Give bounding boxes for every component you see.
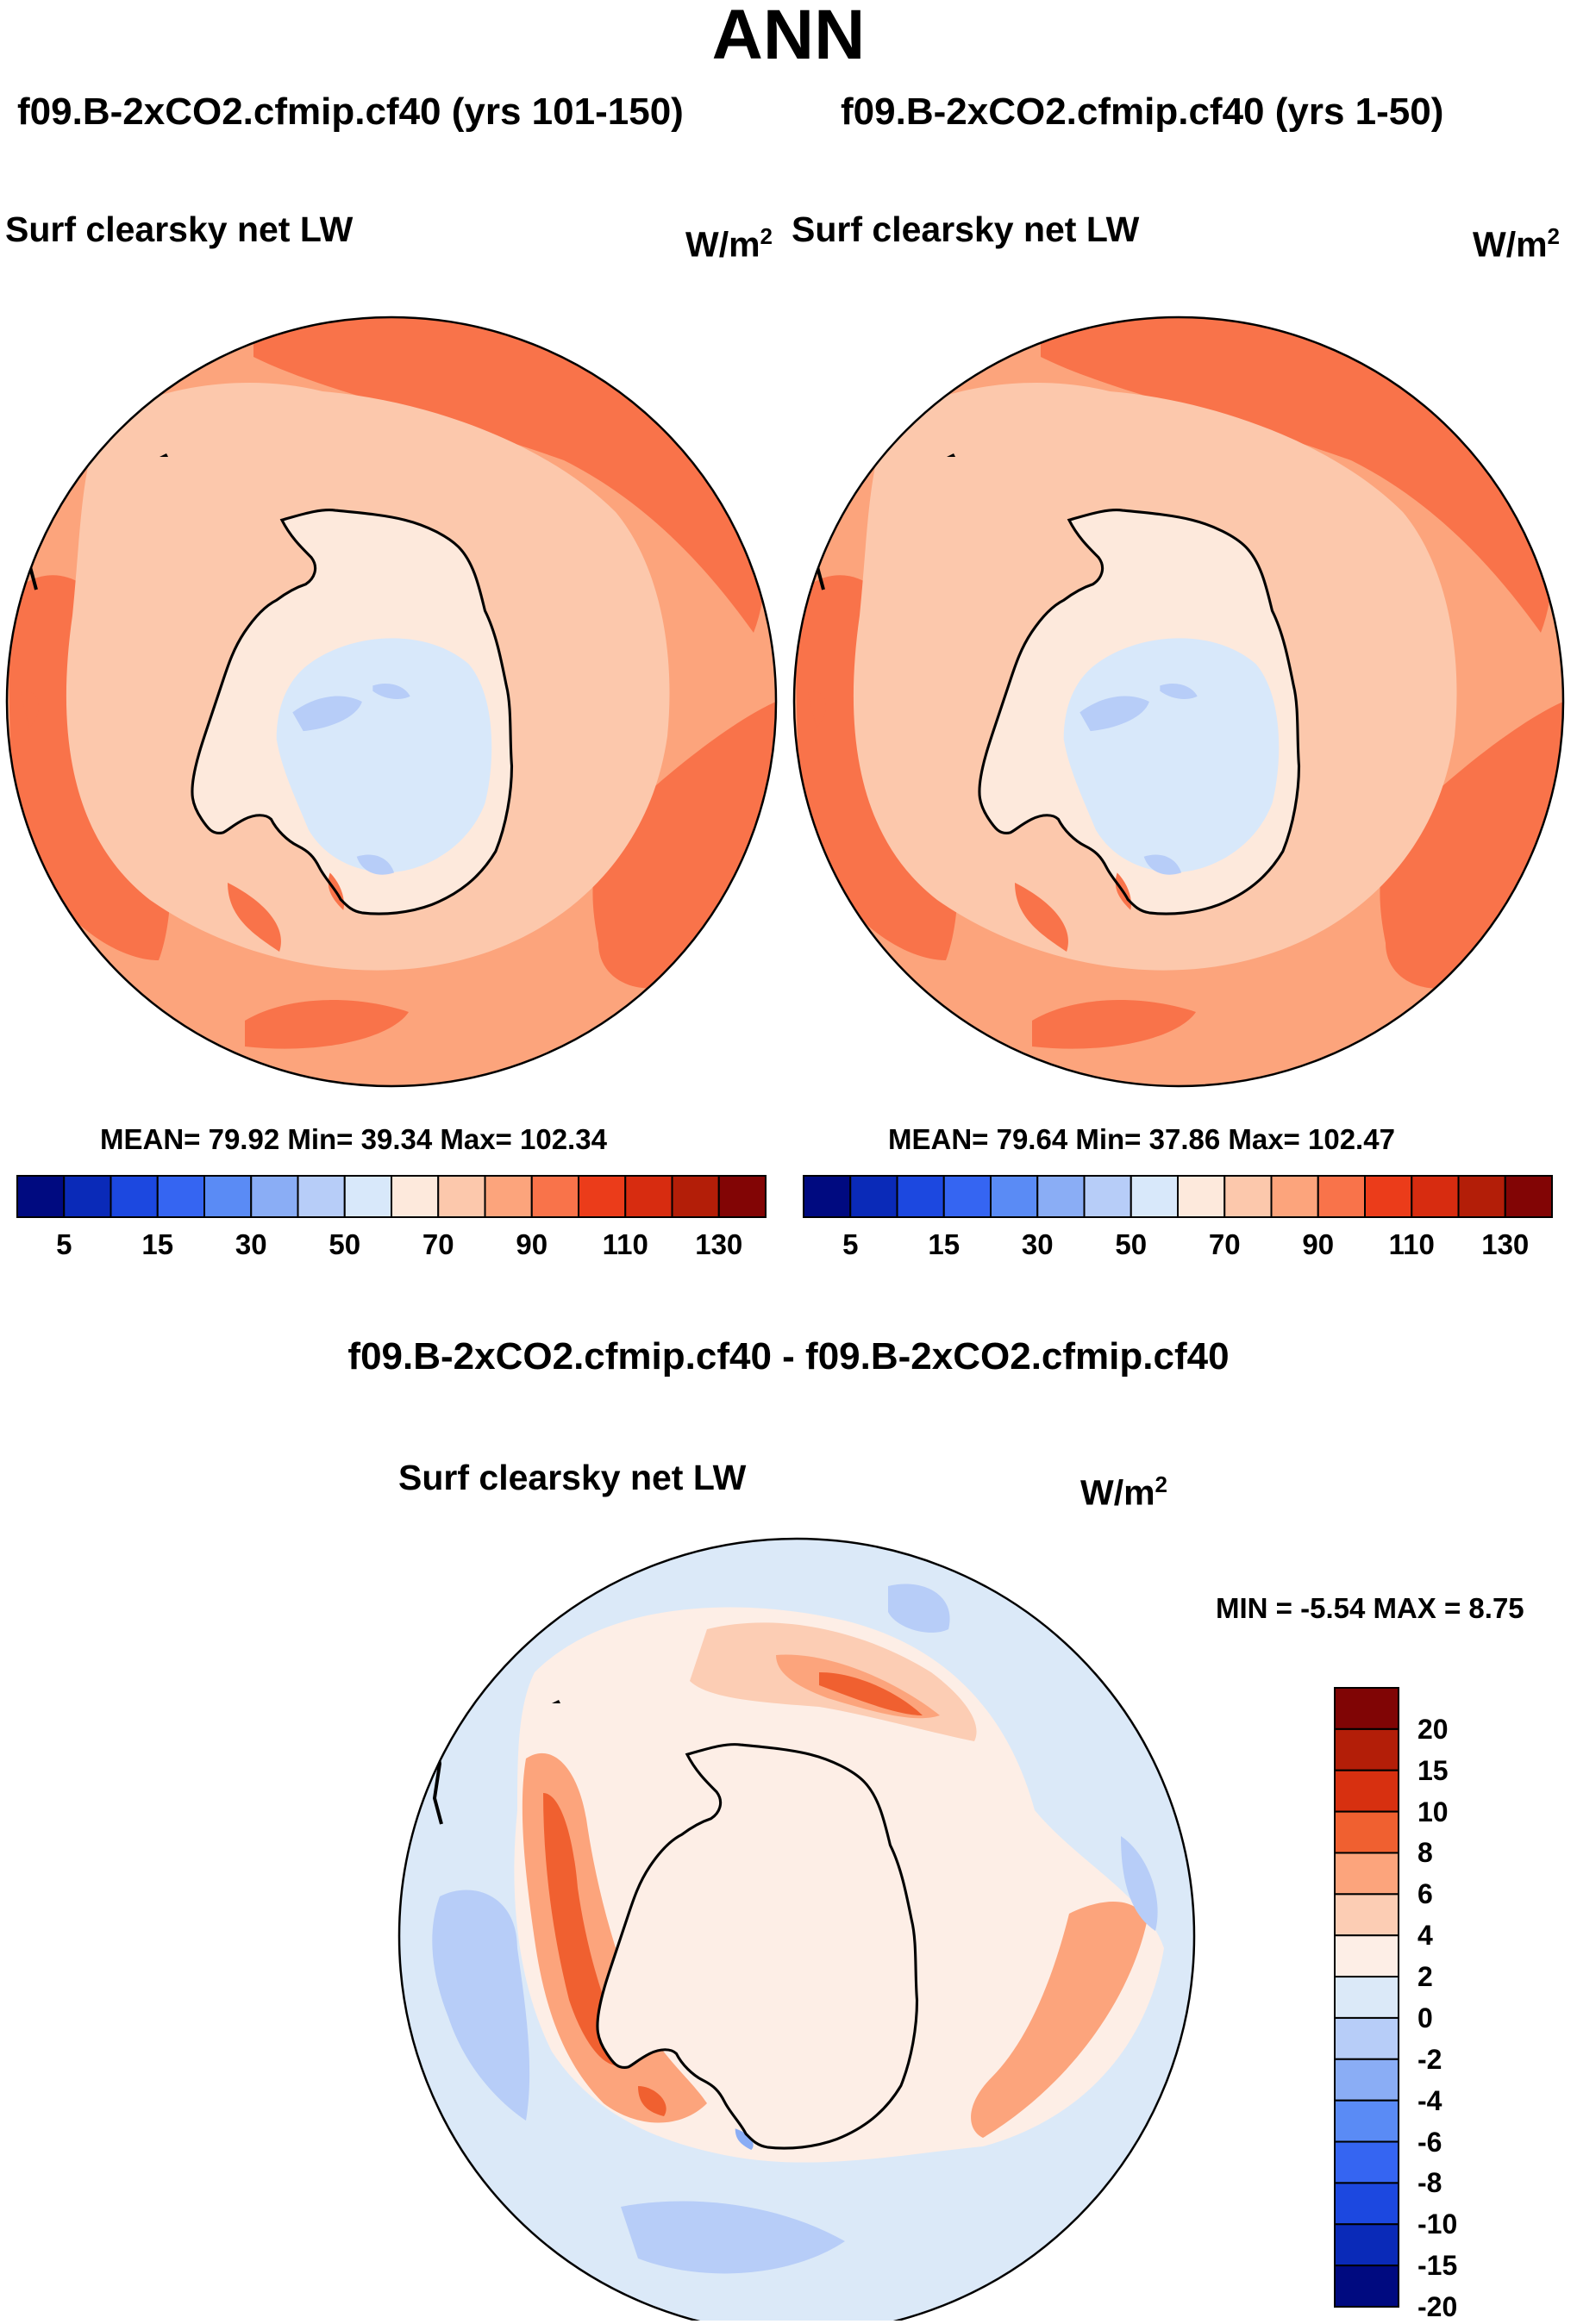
colorbar-swatch [624,1175,673,1218]
colorbar-tick-label: 5 [56,1228,72,1260]
diff-min-max: MIN = -5.54 MAX = 8.75 [1216,1592,1524,1624]
colorbar-swatch [1334,2140,1399,2184]
colorbar-tick-label: 50 [329,1228,361,1260]
colorbar-swatch [990,1175,1039,1218]
panel-2-map [792,315,1565,1088]
colorbar-swatch [343,1175,392,1218]
colorbar-swatch [1334,1852,1399,1896]
colorbar-swatch [1334,1687,1399,1730]
colorbar-swatch [1457,1175,1506,1218]
colorbar-tick-label: 50 [1115,1228,1148,1260]
colorbar-swatch [1334,1893,1399,1937]
colorbar-swatch [297,1175,346,1218]
colorbar-tick-label: -10 [1417,2208,1458,2240]
diff-colorbar [1334,1687,1399,2308]
colorbar-tick-label: 5 [842,1228,859,1260]
panel-1-variable-label: Surf clearsky net LW [5,209,354,249]
colorbar-swatch [849,1175,898,1218]
colorbar-tick-label: 20 [1417,1713,1449,1745]
panel-1-units: W/m2 [685,223,773,265]
colorbar-swatch [110,1175,159,1218]
colorbar-tick-label: 70 [1208,1228,1241,1260]
colorbar-swatch [1177,1175,1226,1218]
colorbar-swatch [437,1175,486,1218]
colorbar-swatch [1130,1175,1179,1218]
colorbar-swatch [942,1175,992,1218]
colorbar-tick-label: 90 [516,1228,548,1260]
panel-2-variable-label: Surf clearsky net LW [792,209,1140,249]
panel-1-stats: MEAN= 79.92 Min= 39.34 Max= 102.34 [100,1123,607,1155]
colorbar-swatch [250,1175,299,1218]
colorbar-swatch [16,1175,66,1218]
colorbar-swatch [1504,1175,1553,1218]
colorbar-swatch [1270,1175,1319,1218]
colorbar-swatch [671,1175,720,1218]
main-title: ANN [711,0,866,74]
colorbar-swatch [1334,2182,1399,2226]
diff-map [397,1537,1196,2321]
diff-variable-label: Surf clearsky net LW [398,1458,747,1497]
colorbar-tick-label: 6 [1417,1878,1433,1910]
colorbar-swatch [1317,1175,1366,1218]
panel-2-units: W/m2 [1473,223,1561,265]
colorbar-tick-label: -6 [1417,2126,1442,2158]
colorbar-swatch [1334,1934,1399,1978]
colorbar-swatch [1334,2016,1399,2060]
colorbar-swatch [1334,2265,1399,2308]
colorbar-tick-label: -2 [1417,2043,1442,2075]
panel-2-stats: MEAN= 79.64 Min= 37.86 Max= 102.47 [888,1123,1395,1155]
colorbar-swatch [530,1175,579,1218]
colorbar-swatch [1334,1727,1399,1771]
diff-title: f09.B-2xCO2.cfmip.cf40 - f09.B-2xCO2.cfm… [347,1335,1230,1378]
colorbar-tick-label: 4 [1417,1920,1433,1952]
colorbar-swatch [1334,2058,1399,2102]
colorbar-swatch [1223,1175,1273,1218]
colorbar-tick-label: 0 [1417,2002,1433,2034]
colorbar-tick-label: 15 [928,1228,961,1260]
panel-1-case-title: f09.B-2xCO2.cfmip.cf40 (yrs 101-150) [17,91,684,133]
colorbar-swatch [1334,1810,1399,1854]
colorbar-tick-label: 30 [235,1228,267,1260]
panel-2-case-title: f09.B-2xCO2.cfmip.cf40 (yrs 1-50) [841,91,1444,133]
colorbar-swatch [63,1175,112,1218]
colorbar-tick-label: 110 [602,1228,648,1260]
colorbar-swatch [1334,2099,1399,2143]
colorbar-tick-label: 90 [1302,1228,1335,1260]
colorbar-tick-label: 30 [1021,1228,1054,1260]
colorbar-tick-label: -4 [1417,2084,1442,2116]
colorbar-swatch [1083,1175,1132,1218]
colorbar-tick-label: 130 [695,1228,743,1260]
panel-1-map [5,315,778,1088]
colorbar-swatch [1334,2223,1399,2267]
colorbar-swatch [896,1175,945,1218]
colorbar-swatch [391,1175,440,1218]
colorbar-tick-label: 8 [1417,1837,1433,1869]
colorbar-swatch [484,1175,533,1218]
diff-units: W/m2 [1080,1471,1168,1513]
colorbar-tick-label: 15 [141,1228,174,1260]
colorbar-tick-label: 15 [1417,1754,1449,1786]
colorbar-tick-label: -8 [1417,2167,1442,2199]
colorbar-swatch [578,1175,627,1218]
colorbar-swatch [1364,1175,1413,1218]
colorbar-swatch [717,1175,767,1218]
colorbar-tick-label: -15 [1417,2250,1458,2282]
colorbar-tick-label: 10 [1417,1796,1449,1827]
colorbar-tick-label: 2 [1417,1961,1433,1993]
colorbar-tick-label: 130 [1481,1228,1530,1260]
colorbar-swatch [1411,1175,1460,1218]
colorbar-tick-label: 70 [422,1228,454,1260]
panel-2-colorbar [803,1175,1553,1218]
colorbar-swatch [203,1175,253,1218]
colorbar-swatch [1334,1976,1399,2019]
colorbar-tick-label: 110 [1388,1228,1435,1260]
colorbar-swatch [1334,1769,1399,1813]
colorbar-swatch [1036,1175,1086,1218]
panel-1-colorbar [16,1175,767,1218]
colorbar-tick-label: -20 [1417,2291,1458,2322]
colorbar-swatch [803,1175,852,1218]
colorbar-swatch [156,1175,205,1218]
